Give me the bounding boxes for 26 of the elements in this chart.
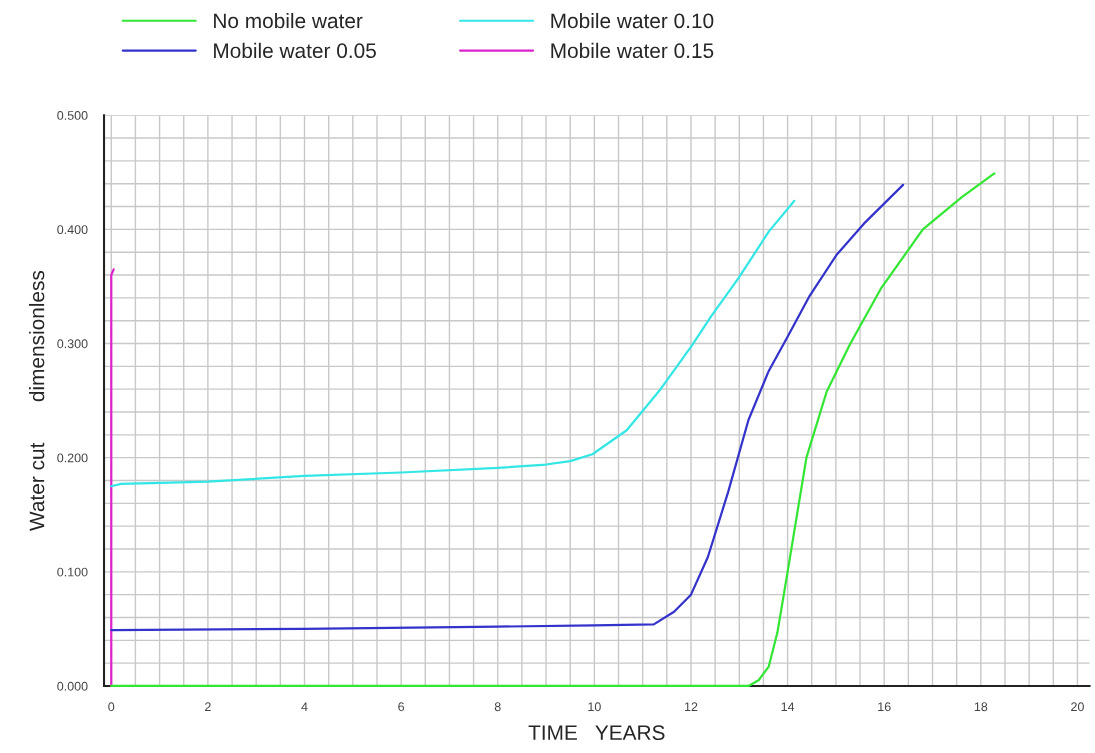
x-tick-label: 4: [301, 702, 308, 712]
y-tick-label: 0.400: [57, 225, 88, 235]
x-tick-label: 20: [1071, 702, 1084, 712]
x-tick-label: 18: [974, 702, 988, 712]
x-tick-label: 10: [588, 702, 601, 712]
x-tick-label: 0: [108, 702, 115, 712]
x-tick-label: 2: [205, 702, 211, 712]
x-axis-title: TIME YEARS: [528, 725, 665, 741]
x-tick-label: 8: [494, 702, 501, 712]
legend-label: Mobile water 0.10: [551, 12, 714, 29]
legend-label: No mobile water: [214, 12, 363, 29]
legend-label: Mobile water 0.05: [214, 42, 376, 59]
y-tick-label: 0.000: [57, 681, 88, 691]
y-axis-title: Water cut dimensionless: [29, 270, 45, 531]
x-tick-label: 12: [684, 702, 698, 712]
legend-label: Mobile water 0.15: [551, 42, 714, 59]
y-tick-label: 0.200: [57, 453, 88, 463]
x-tick-label: 14: [781, 702, 795, 712]
y-tick-label: 0.500: [57, 111, 88, 120]
x-tick-label: 6: [398, 702, 405, 712]
line-series: [110, 199, 796, 488]
x-tick-label: 16: [878, 702, 891, 712]
y-tick-label: 0.300: [57, 339, 88, 349]
y-tick-label: 0.100: [57, 567, 88, 577]
line-series: [110, 183, 905, 632]
line-series: [110, 172, 996, 688]
